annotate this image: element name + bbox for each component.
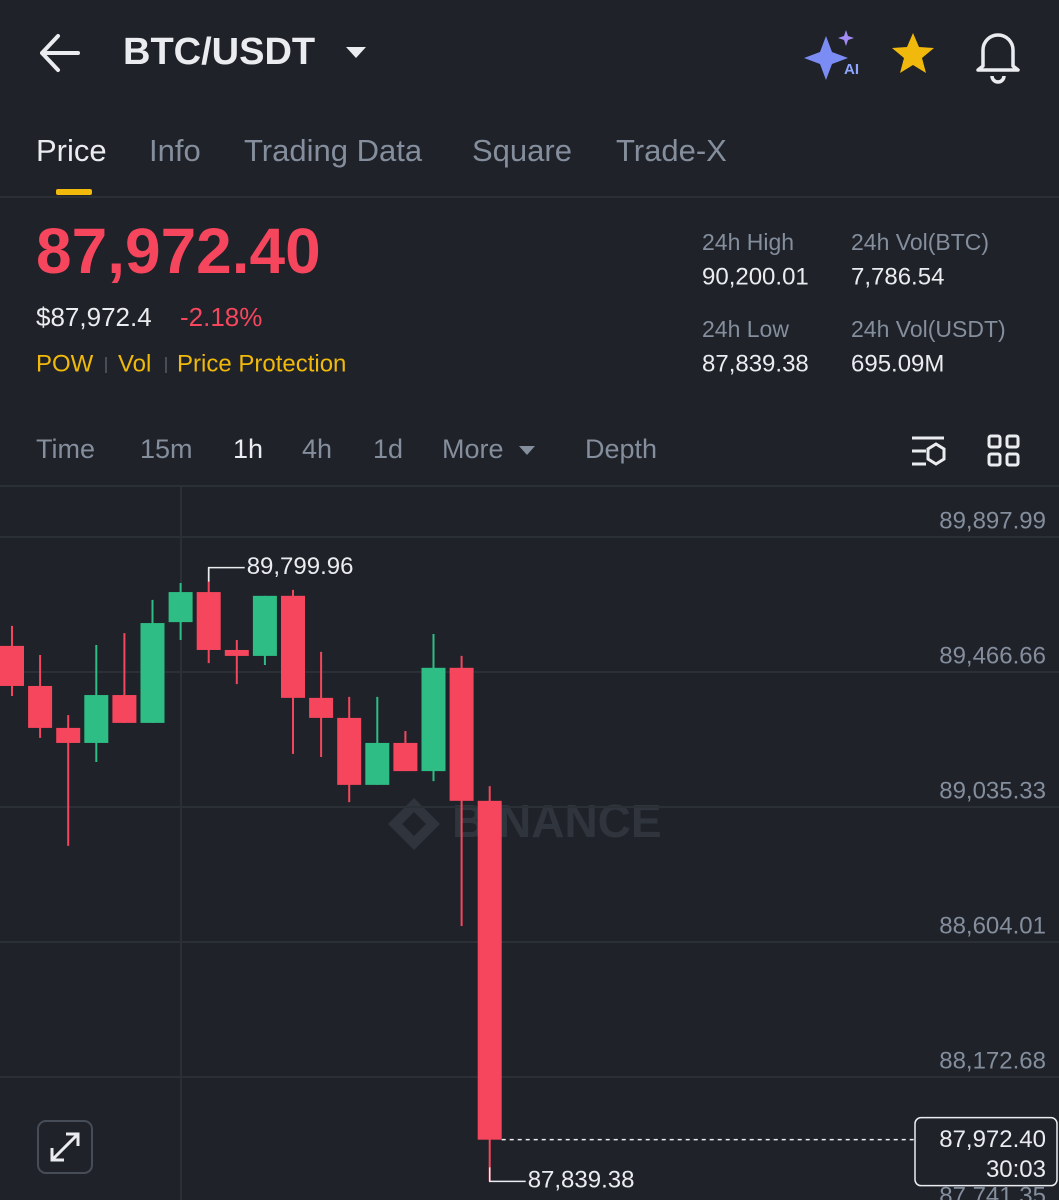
candle-body [421,667,446,772]
grid-cell [1005,452,1020,467]
bell-body [976,33,1020,72]
layout-grid[interactable] [987,434,1020,467]
fullscreen-icon [50,1132,80,1162]
candle-body [84,695,109,743]
price-change: -2.18% [180,302,262,332]
high-marker-line [207,566,245,582]
candle-body [140,623,165,723]
candle-body [281,595,305,698]
grid-cell [987,452,1002,467]
tab[interactable]: Square [472,133,572,168]
interval[interactable]: 1d [373,434,403,464]
settings-hex [926,442,946,466]
pair-dropdown[interactable] [346,47,366,58]
settings-lines [912,436,944,466]
tab[interactable]: Price [36,133,107,168]
stat-value: 695.09M [851,350,944,377]
interval[interactable]: More [442,434,504,464]
candle-body [112,695,137,723]
tab-bar: Price Info Trading Data Square Trade-X [36,133,727,168]
fullscreen-frame [37,1120,93,1174]
bell-clapper [990,75,1006,84]
candle-body [0,645,24,686]
last-price-box [914,1116,1058,1187]
last-price: 87,972.40 [36,215,321,287]
active-tab-indicator [56,189,92,195]
ai-sparkle-small [838,30,854,46]
interval[interactable]: Time [36,434,95,464]
tab[interactable]: Trade-X [616,133,727,168]
stat-value: 90,200.01 [702,263,809,290]
y-tick-label: 89,466.66 [939,642,1046,669]
candle-body [365,742,390,785]
stat-label: 24h Low [702,316,789,342]
candle-body [56,727,81,743]
candle-body [393,742,418,772]
interval-bar: Time 15m 1h 4h 1d More Depth [36,434,657,464]
stat-label: 24h High [702,229,794,255]
fiat-price: $87,972.4 [36,302,152,332]
tag[interactable]: Vol [118,350,151,377]
stat-label: 24h Vol(USDT) [851,316,1006,342]
candle-body [168,592,193,623]
grid-cell [1005,434,1020,449]
alert-bell[interactable] [976,33,1020,84]
fullscreen-button[interactable] [37,1120,93,1174]
tab[interactable]: Trading Data [244,133,423,168]
high-marker-label: 89,799.96 [247,553,354,580]
tab[interactable]: Info [149,133,201,168]
more-dropdown[interactable] [519,446,535,455]
back-button[interactable] [40,34,80,72]
grid-cell [987,434,1002,449]
interval[interactable]: Depth [585,434,657,464]
pair-title[interactable]: BTC/USDT [123,31,315,73]
interval[interactable]: 1h [233,434,263,464]
stat-value: 87,839.38 [702,350,809,377]
favorite-star[interactable] [892,33,934,73]
countdown: 30:03 [986,1156,1046,1183]
candle-body [252,595,277,656]
ai-badge: AI [844,61,859,78]
tag[interactable]: Price Protection [177,350,346,377]
candle-body [28,685,53,728]
candle-body [196,592,221,650]
tag[interactable]: POW [36,350,94,377]
candle-body [337,717,362,785]
interval[interactable]: 4h [302,434,332,464]
candle-body [309,697,334,718]
interval[interactable]: 15m [140,434,193,464]
candlestick-chart: BINANCE 89,897.9989,466.6689,035.3388,60… [0,487,1059,1200]
candle-body [477,800,502,1140]
last-price-label: 87,972.40 [939,1126,1046,1153]
y-tick-label: 89,035.33 [939,777,1046,804]
ai-button[interactable]: AI [804,30,859,80]
indicator-settings[interactable] [912,436,946,466]
y-tick-label: 88,604.01 [939,912,1046,939]
back-arrow [40,34,80,72]
candle-body [449,667,474,801]
y-tick-label: 89,897.99 [939,507,1046,534]
stat-label: 24h Vol(BTC) [851,229,989,255]
y-tick-label: 87,741.35 [939,1182,1046,1200]
low-marker-line [488,1167,526,1183]
candle-body [224,649,249,656]
stat-value: 7,786.54 [851,263,944,290]
ai-sparkle [804,36,848,80]
low-marker-label: 87,839.38 [528,1167,635,1194]
watermark-logo [388,798,440,850]
y-tick-label: 88,172.68 [939,1047,1046,1074]
